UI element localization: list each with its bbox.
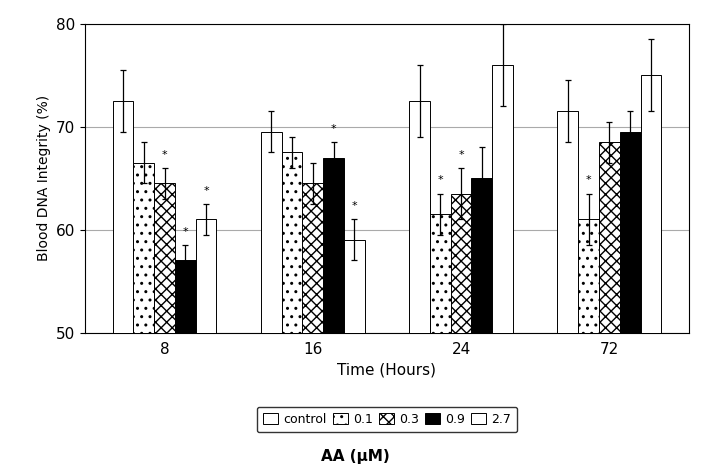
Bar	[620, 132, 640, 332]
Bar	[409, 101, 430, 332]
Text: *: *	[331, 124, 337, 134]
Bar	[261, 132, 282, 332]
Bar	[492, 65, 513, 332]
X-axis label: Time (Hours): Time (Hours)	[337, 363, 437, 378]
Text: *: *	[182, 227, 188, 237]
Text: *: *	[458, 150, 464, 160]
Bar	[154, 183, 175, 332]
Bar	[175, 260, 196, 332]
Bar	[578, 219, 599, 332]
Bar	[430, 214, 451, 332]
Bar	[471, 178, 492, 332]
Text: *: *	[351, 201, 357, 211]
Bar	[196, 219, 217, 332]
Text: *: *	[203, 186, 209, 196]
Legend: control, 0.1, 0.3, 0.9, 2.7: control, 0.1, 0.3, 0.9, 2.7	[257, 407, 517, 432]
Bar	[557, 111, 578, 332]
Bar	[451, 194, 471, 332]
Bar	[599, 142, 620, 332]
Y-axis label: Blood DNA Integrity (%): Blood DNA Integrity (%)	[36, 95, 50, 261]
Text: *: *	[162, 150, 168, 160]
Bar	[302, 183, 323, 332]
Bar	[344, 240, 365, 332]
Text: *: *	[586, 175, 591, 185]
Text: *: *	[437, 175, 443, 185]
Bar	[323, 158, 344, 332]
Bar	[282, 152, 302, 332]
Bar	[640, 75, 661, 332]
Bar	[133, 163, 154, 332]
Bar	[113, 101, 133, 332]
Text: AA (μM): AA (μM)	[321, 448, 389, 464]
